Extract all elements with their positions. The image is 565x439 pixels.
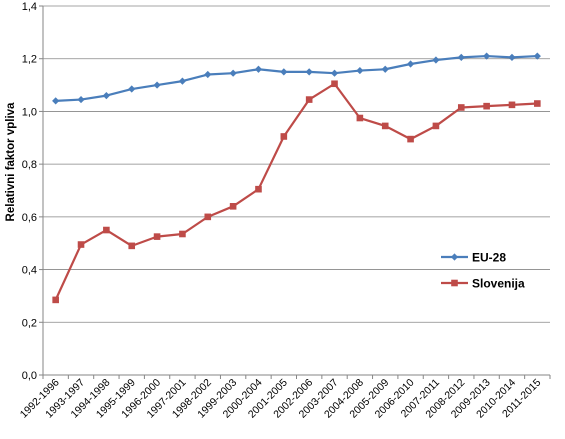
data-point-eu-28 xyxy=(128,85,136,93)
y-tick-label: 1,4 xyxy=(22,1,37,13)
gridlines xyxy=(43,5,550,323)
data-point-eu-28 xyxy=(204,70,212,79)
data-point-slovenija xyxy=(483,102,490,110)
data-point-slovenija xyxy=(52,296,59,304)
y-tick-labels: 0,0 0,2 0,4 0,6 0,8 1,0 1,2 1,4 xyxy=(22,1,37,382)
axes xyxy=(39,5,551,379)
data-point-eu-28 xyxy=(330,69,339,77)
series-line-slovenija xyxy=(54,82,538,301)
data-point-eu-28 xyxy=(102,92,110,100)
data-point-slovenija xyxy=(457,104,465,111)
legend-label-eu-28: EU-28 xyxy=(472,251,506,265)
data-point-slovenija xyxy=(432,122,440,130)
legend-label-slovenija: Slovenija xyxy=(472,277,525,291)
data-point-eu-28 xyxy=(533,52,541,60)
data-point-slovenija xyxy=(356,114,364,122)
y-tick-label: 0,4 xyxy=(22,265,37,277)
legend-marker-slovenija xyxy=(451,279,458,287)
data-point-slovenija xyxy=(128,242,136,250)
data-point-slovenija xyxy=(179,230,186,238)
x-tick-labels: 1992-19961993-19971994-19981995-19991996… xyxy=(18,377,544,421)
data-point-eu-28 xyxy=(305,68,313,76)
y-tick-label: 0,6 xyxy=(22,212,37,224)
data-point-slovenija xyxy=(508,101,516,109)
series-group xyxy=(52,52,541,304)
data-point-slovenija xyxy=(381,122,389,130)
data-point-slovenija xyxy=(534,100,541,107)
data-point-slovenija xyxy=(77,241,85,248)
data-point-slovenija xyxy=(153,233,161,240)
data-point-slovenija xyxy=(305,96,313,103)
data-point-slovenija xyxy=(204,213,212,221)
data-point-slovenija xyxy=(229,203,237,210)
data-point-eu-28 xyxy=(432,56,440,64)
data-point-slovenija xyxy=(280,133,288,140)
data-point-eu-28 xyxy=(77,95,85,104)
y-tick-label: 0,0 xyxy=(22,370,37,382)
data-point-slovenija xyxy=(103,226,110,234)
data-point-eu-28 xyxy=(457,53,465,61)
legend: EU-28 Slovenija xyxy=(441,251,525,291)
data-point-eu-28 xyxy=(356,66,364,75)
series-line-eu-28 xyxy=(55,54,538,102)
data-point-eu-28 xyxy=(229,69,237,77)
data-point-slovenija xyxy=(255,185,262,193)
data-point-eu-28 xyxy=(406,60,415,68)
y-tick-label: 1,0 xyxy=(22,106,37,118)
data-point-eu-28 xyxy=(508,53,516,61)
data-point-eu-28 xyxy=(178,77,187,85)
y-axis-title: Relativni faktor vpliva xyxy=(5,102,17,221)
y-tick-label: 0,2 xyxy=(22,317,37,329)
y-tick-label: 0,8 xyxy=(22,159,37,171)
data-point-slovenija xyxy=(331,80,338,88)
data-point-eu-28 xyxy=(381,65,389,73)
data-point-eu-28 xyxy=(153,81,161,89)
data-point-eu-28 xyxy=(483,52,491,60)
legend-marker-eu-28 xyxy=(450,253,459,261)
y-tick-label: 1,2 xyxy=(22,54,37,66)
data-point-slovenija xyxy=(407,135,414,143)
data-point-eu-28 xyxy=(254,65,263,73)
data-point-eu-28 xyxy=(280,68,288,76)
data-point-eu-28 xyxy=(52,97,60,105)
